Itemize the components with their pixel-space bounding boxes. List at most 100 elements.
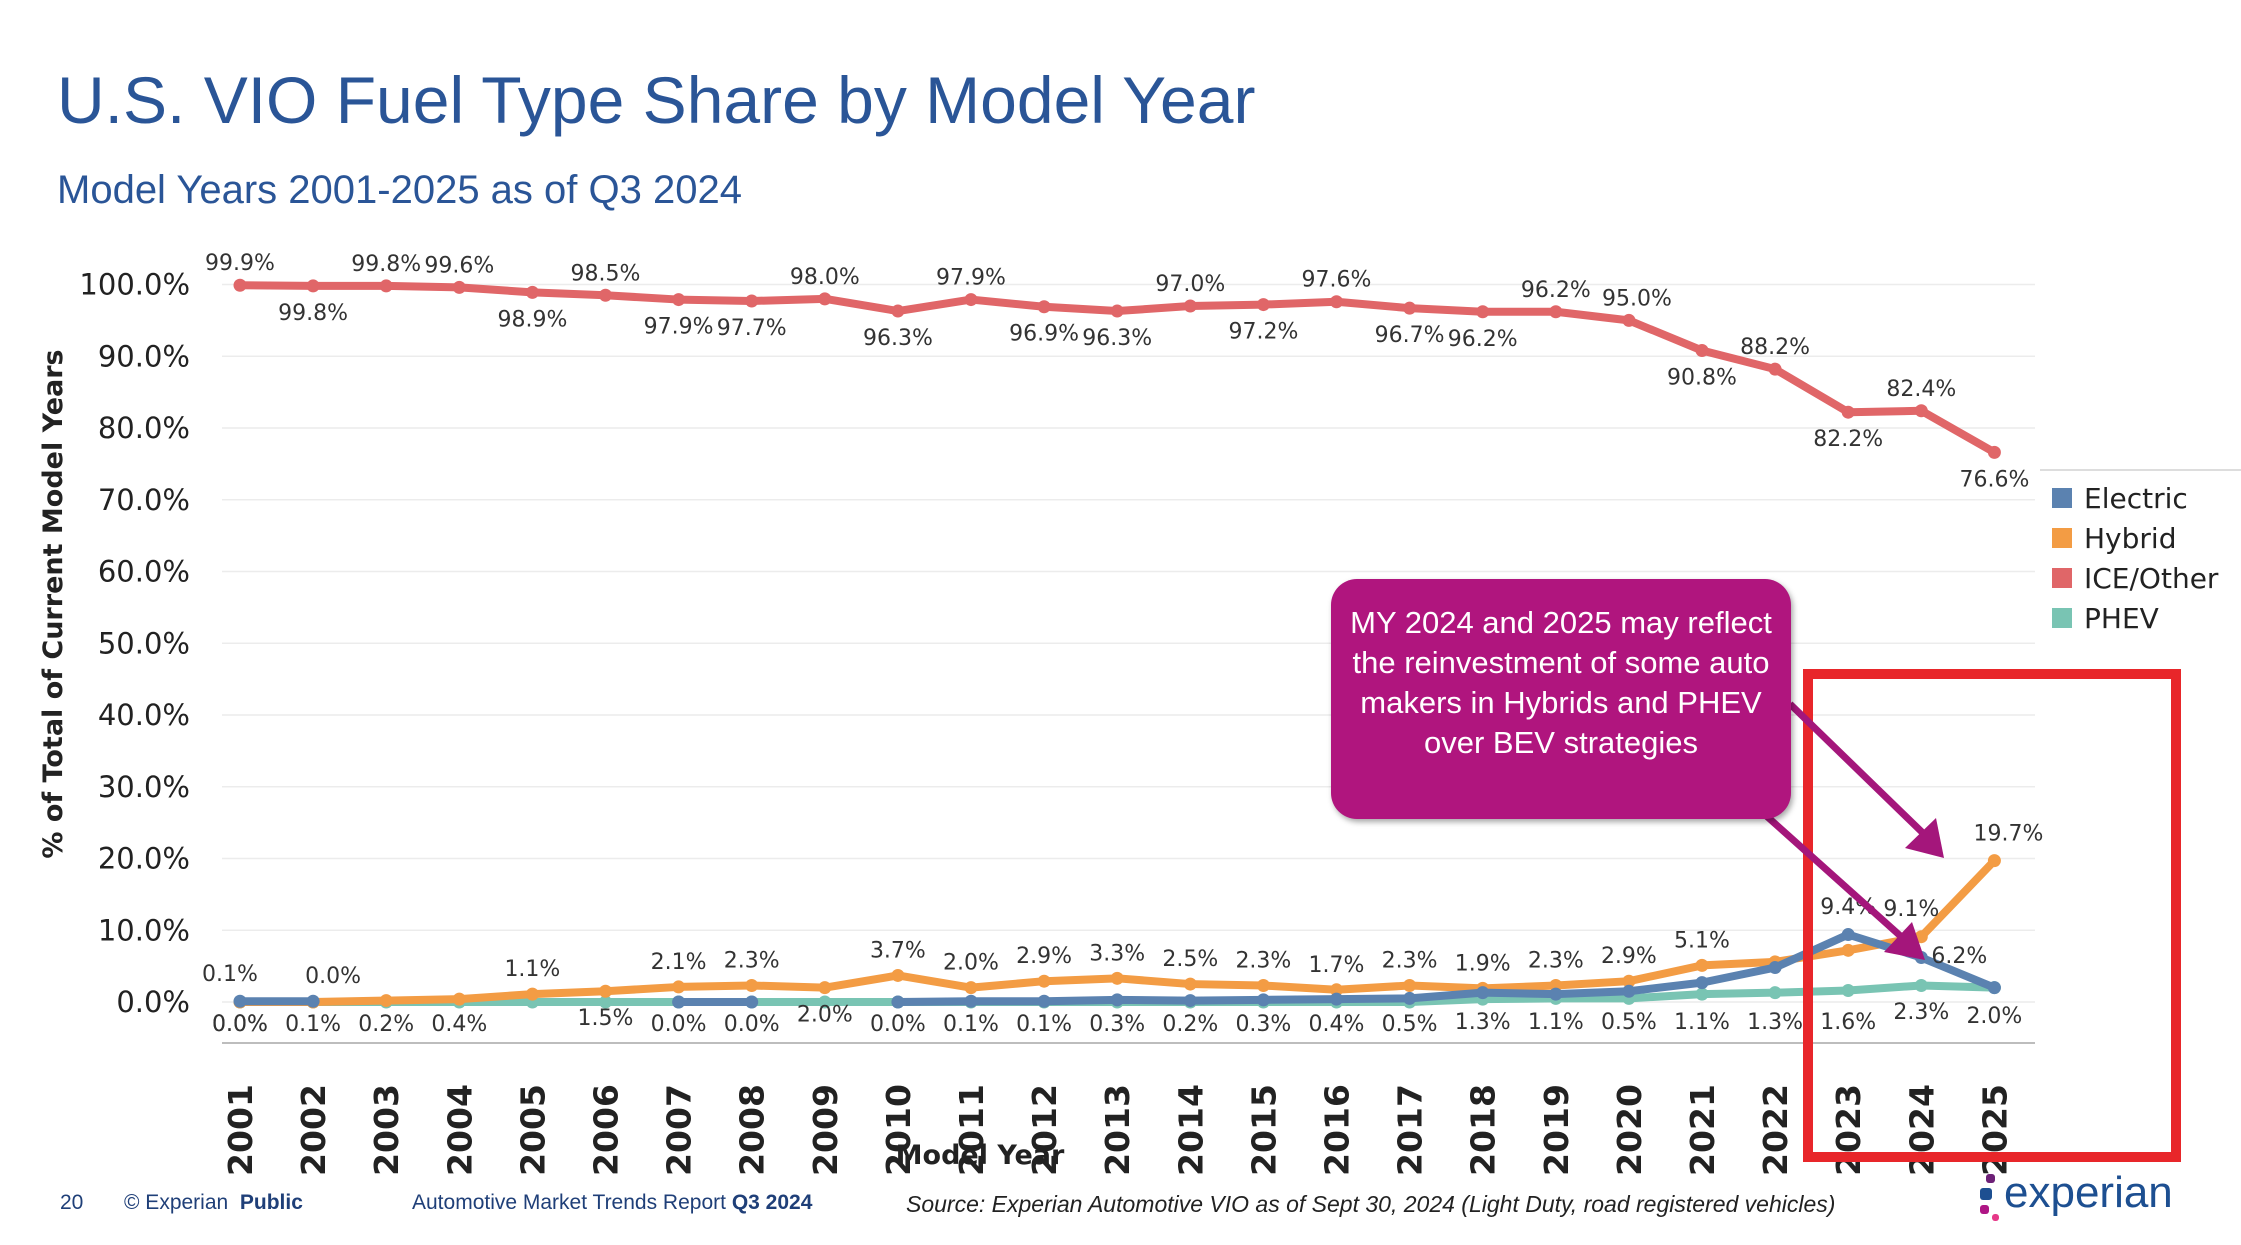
data-point-ice-other bbox=[891, 304, 905, 318]
x-tick-label: 2013 bbox=[1098, 1084, 1137, 1176]
data-point-hybrid bbox=[1622, 974, 1636, 988]
data-label-ice: 82.2% bbox=[1813, 427, 1883, 452]
data-point-ice-other bbox=[599, 288, 612, 302]
data-label-hybrid: 0.0% bbox=[305, 964, 361, 989]
legend-label: PHEV bbox=[2084, 602, 2159, 635]
data-label-hybrid: 0.4% bbox=[431, 1012, 487, 1037]
data-point-ice-other bbox=[1914, 404, 1928, 418]
data-label-phev: 1.6% bbox=[1820, 1010, 1876, 1035]
data-label-ice: 76.6% bbox=[1959, 467, 2029, 492]
data-point-hybrid bbox=[1037, 974, 1051, 988]
logo-dot bbox=[1980, 1188, 1992, 1200]
data-label-ice: 88.2% bbox=[1740, 335, 1810, 360]
y-tick-label: 70.0% bbox=[98, 483, 190, 517]
data-point-ice-other bbox=[745, 294, 759, 308]
data-point-ice-other bbox=[818, 292, 832, 306]
data-point-electric bbox=[1403, 991, 1417, 1005]
data-label-hybrid: 1.1% bbox=[504, 957, 560, 982]
x-tick-label: 2006 bbox=[587, 1084, 626, 1176]
x-tick-label: 2019 bbox=[1537, 1084, 1576, 1176]
data-point-ice-other bbox=[1768, 362, 1782, 376]
y-tick-label: 90.0% bbox=[98, 339, 190, 373]
y-tick-label: 0.0% bbox=[116, 985, 190, 1019]
data-label-ice: 96.7% bbox=[1375, 323, 1445, 348]
data-point-hybrid bbox=[818, 981, 832, 995]
data-point-hybrid bbox=[1183, 977, 1197, 991]
data-label-ice: 96.9% bbox=[1009, 322, 1079, 347]
data-label-hybrid: 2.3% bbox=[1382, 948, 1438, 973]
data-point-hybrid bbox=[599, 984, 612, 998]
data-point-electric bbox=[1622, 984, 1636, 998]
data-label-hybrid: 3.7% bbox=[870, 938, 926, 963]
data-label-electric: 0.2% bbox=[1162, 1012, 1218, 1037]
data-point-electric bbox=[306, 994, 320, 1008]
data-label-hybrid: 2.3% bbox=[1528, 948, 1584, 973]
data-label-hybrid: 2.3% bbox=[1235, 948, 1291, 973]
data-point-phev bbox=[1914, 978, 1928, 992]
x-tick-label: 2008 bbox=[733, 1084, 772, 1176]
x-tick-label: 2021 bbox=[1683, 1084, 1722, 1176]
data-point-electric bbox=[1768, 961, 1782, 975]
data-label-phev: 1.1% bbox=[1528, 1010, 1584, 1035]
data-label-hybrid: 5.1% bbox=[1674, 928, 1730, 953]
data-label-hybrid: 2.9% bbox=[1601, 944, 1657, 969]
data-label-ice: 96.2% bbox=[1521, 278, 1591, 303]
report-name-text: Automotive Market Trends Report bbox=[412, 1191, 726, 1214]
data-label-ice: 97.6% bbox=[1302, 268, 1372, 293]
legend-label: ICE/Other bbox=[2084, 562, 2219, 595]
data-point-ice-other bbox=[379, 279, 393, 293]
data-point-hybrid bbox=[891, 968, 905, 982]
data-label-hybrid: 1.5% bbox=[578, 1006, 634, 1031]
data-point-hybrid bbox=[1330, 983, 1343, 997]
logo-dot bbox=[1980, 1205, 1989, 1214]
x-tick-label: 2005 bbox=[513, 1084, 552, 1176]
data-point-electric bbox=[1330, 992, 1343, 1006]
logo-dot bbox=[1986, 1174, 1995, 1183]
x-tick-label: 2009 bbox=[806, 1084, 845, 1176]
y-tick-label: 80.0% bbox=[98, 411, 190, 445]
data-label-electric: 0.1% bbox=[202, 962, 258, 987]
data-point-electric bbox=[1841, 928, 1855, 942]
y-axis-title: % of Total of Current Model Years bbox=[38, 349, 69, 858]
data-label-ice: 96.3% bbox=[1082, 326, 1152, 351]
data-point-electric bbox=[233, 994, 247, 1008]
data-label-ice: 96.3% bbox=[863, 326, 933, 351]
data-label-hybrid: 2.0% bbox=[943, 951, 999, 976]
legend-swatch bbox=[2052, 568, 2072, 588]
x-tick-label: 2012 bbox=[1025, 1084, 1064, 1176]
data-label-ice: 82.4% bbox=[1886, 377, 1956, 402]
data-point-ice-other bbox=[1037, 300, 1051, 314]
data-point-hybrid bbox=[1110, 971, 1124, 985]
legend-swatch bbox=[2052, 488, 2072, 508]
data-point-electric bbox=[1110, 993, 1124, 1007]
data-point-ice-other bbox=[1330, 295, 1343, 309]
data-label-ice: 97.0% bbox=[1155, 272, 1225, 297]
x-tick-label: 2024 bbox=[1902, 1084, 1941, 1176]
data-label-ice: 99.8% bbox=[278, 301, 348, 326]
callout-arrow bbox=[1787, 701, 1929, 839]
x-tick-label: 2025 bbox=[1975, 1084, 2014, 1176]
page-title: U.S. VIO Fuel Type Share by Model Year bbox=[57, 63, 1256, 137]
y-tick-label: 20.0% bbox=[98, 842, 190, 876]
data-point-hybrid bbox=[452, 992, 466, 1006]
data-label-hybrid: 1.9% bbox=[1455, 951, 1511, 976]
data-label-electric: 0.4% bbox=[1309, 1012, 1365, 1037]
data-point-electric bbox=[1256, 993, 1270, 1007]
data-label-hybrid: 2.1% bbox=[651, 950, 707, 975]
callout-arrowhead bbox=[1905, 818, 1944, 858]
data-point-electric bbox=[891, 995, 905, 1009]
data-label-hybrid: 2.3% bbox=[724, 948, 780, 973]
data-label-phev: 2.3% bbox=[1893, 1000, 1949, 1025]
x-tick-label: 2014 bbox=[1171, 1084, 1210, 1176]
data-point-ice-other bbox=[306, 279, 320, 293]
report-name: Automotive Market Trends Report Q3 2024 bbox=[412, 1191, 812, 1215]
data-point-hybrid bbox=[1695, 958, 1709, 972]
callout-arrow bbox=[1759, 809, 1908, 943]
data-label-hybrid: 9.1% bbox=[1883, 897, 1939, 922]
data-label-ice: 95.0% bbox=[1602, 286, 1672, 311]
data-label-ice: 99.8% bbox=[351, 252, 421, 277]
report-period: Q3 2024 bbox=[731, 1191, 813, 1214]
y-tick-label: 60.0% bbox=[98, 555, 190, 589]
data-label-ice: 99.9% bbox=[205, 251, 275, 276]
